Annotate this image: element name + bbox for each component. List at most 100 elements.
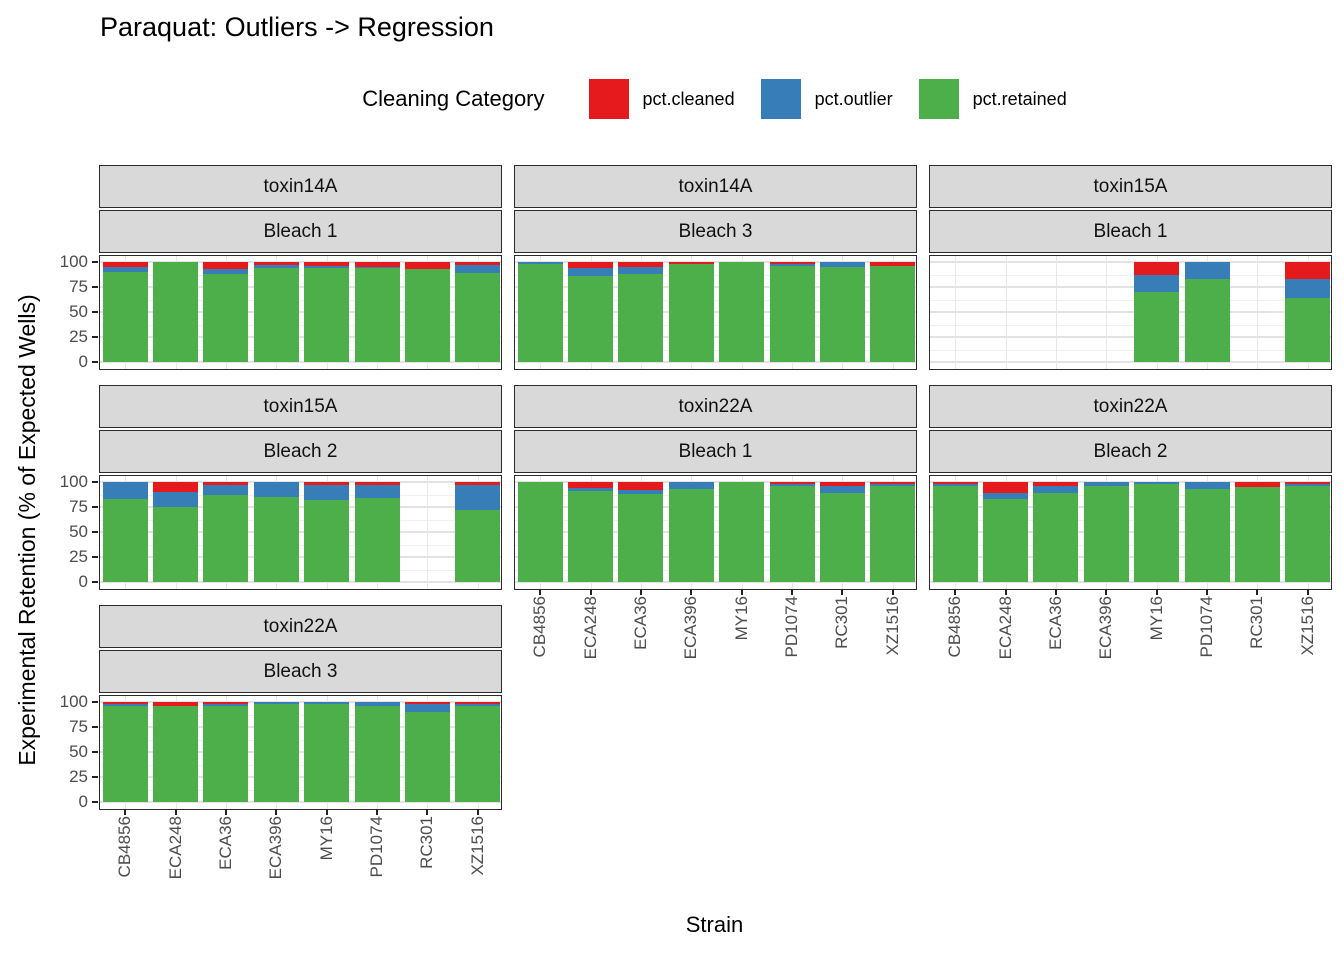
bar-segment-retained [983,499,1029,582]
gridline-major [930,311,1331,313]
facet-panel [929,255,1332,370]
legend-items: pct.cleaned pct.outlier pct.retained [563,79,1067,119]
bar-segment-outlier [253,702,299,704]
gridline-major [515,506,916,508]
gridline-vertical [955,256,957,369]
gridline-vertical [1106,256,1108,369]
x-axis-tick [325,809,328,815]
x-tick-label: XZ1516 [882,596,902,656]
bar-segment-cleaned [983,482,1029,493]
x-tick-label: ECA248 [995,596,1015,660]
legend-item: pct.cleaned [588,79,735,119]
x-tick-label: CB4856 [115,816,135,878]
x-tick-label: ECA36 [1045,596,1065,650]
facet-strip-bleach: Bleach 1 [514,430,917,473]
y-axis-title: Experimental Retention (% of Expected We… [14,294,40,766]
y-axis-tick [92,581,98,583]
bar-segment-cleaned [102,262,148,267]
gridline-minor [100,569,501,571]
gridline-minor [515,494,916,496]
gridline-major [930,261,1331,263]
gridline-minor [100,714,501,716]
x-axis-title: Strain [685,912,744,937]
gridline-minor [930,274,1331,276]
gridline-vertical [1257,256,1259,369]
gridline-minor [100,519,501,521]
bar-segment-retained [455,273,501,362]
bar-segment-cleaned [455,702,501,704]
x-axis-tick [791,589,794,595]
x-axis-tick [589,589,592,595]
gridline-minor [930,569,1331,571]
gridline-minor [515,349,916,351]
gridline-minor [515,274,916,276]
facet-strip-toxin: toxin15A [929,165,1332,208]
x-tick-label: RC301 [1247,596,1267,649]
gridline-minor [100,349,501,351]
legend-title: Cleaning Category [362,86,545,111]
bar-segment-outlier [1285,484,1331,486]
x-axis-tick [639,589,642,595]
x-axis-tick [174,809,177,815]
legend-item: pct.retained [918,79,1067,119]
bar-segment-cleaned [1285,262,1331,279]
bar-segment-cleaned [304,262,350,266]
bar-segment-cleaned [568,482,614,488]
x-tick-label: ECA36 [630,596,650,650]
bar-segment-retained [455,510,501,582]
bar-segment-retained [153,706,199,802]
gridline-major [515,361,916,363]
bar-segment-cleaned [153,702,199,706]
gridline-minor [930,299,1331,301]
bar-segment-retained [304,268,350,362]
bar-segment-outlier [102,267,148,272]
legend: Cleaning Category pct.cleaned pct.outlier… [99,76,1330,122]
bar-segment-outlier [819,486,865,493]
gridline-major [100,481,501,483]
y-tick-label: 75 [69,497,88,516]
bar-segment-outlier [1083,482,1129,486]
y-tick-label: 25 [69,767,88,786]
bar-segment-cleaned [1285,482,1331,484]
x-tick-label: MY16 [316,816,336,861]
bar-segment-cleaned [455,262,501,265]
legend-label: pct.cleaned [642,88,735,109]
bar-segment-retained [354,268,400,362]
facet-strip-bleach: Bleach 2 [99,430,502,473]
bar-segment-retained [568,491,614,582]
gridline-major [100,361,501,363]
gridline-minor [100,544,501,546]
facet-strip-bleach: Bleach 2 [929,430,1332,473]
facet-panel: 0 25 50 75 100 CB4856 ECA248 ECA36 ECA396 MY16 PD1… [60,693,502,879]
bar-segment-retained [1134,292,1180,362]
bar-segment-outlier [983,493,1029,499]
gridline-major [930,361,1331,363]
chart-title: Paraquat: Outliers -> Regression [100,12,494,42]
x-tick-label: ECA248 [165,816,185,880]
bar-segment-outlier [354,267,400,268]
facet-panel: 0 25 50 75 100 [60,473,502,591]
x-axis-tick [426,809,429,815]
bar-segment-cleaned [203,702,249,704]
x-tick-label: CB4856 [530,596,550,658]
x-axis-tick [1004,589,1007,595]
bar-segment-cleaned [1033,482,1079,486]
bar-segment-cleaned [932,482,978,484]
x-axis-tick [1206,589,1209,595]
bar-segment-retained [668,489,714,582]
y-tick-label: 50 [69,742,88,761]
bar-segment-cleaned [455,482,501,485]
gridline-minor [100,789,501,791]
bar-segment-retained [769,266,815,362]
bar-segment-cleaned [102,702,148,704]
x-tick-label: PD1074 [367,816,387,878]
gridline-major [515,336,916,338]
gridline-major [515,286,916,288]
bar-segment-outlier [304,266,350,268]
bar-segment-retained [253,268,299,362]
gridline-vertical [1005,256,1007,369]
gridline-major [930,556,1331,558]
y-tick-label: 100 [59,252,88,271]
y-axis-tick [92,361,98,363]
legend-swatch-pct.outlier [760,79,801,119]
